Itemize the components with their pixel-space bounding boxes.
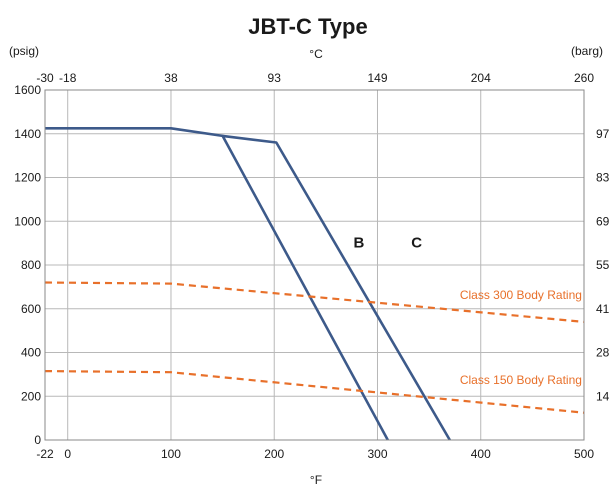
left-axis-unit: (psig) [9, 44, 39, 58]
top-tick-label: 260 [574, 71, 594, 85]
top-tick-label: 149 [367, 71, 387, 85]
top-tick-label: 38 [164, 71, 178, 85]
series-line-class-300-body-rating [44, 281, 585, 323]
x-tick-label: 300 [367, 447, 387, 461]
tick-labels: -22 0 100 200 300 400 500-30 -18 38 93 149 204 26002… [14, 71, 609, 461]
series-label-class-150-body-rating: Class 150 Body Rating [460, 373, 582, 387]
x-tick-label: 100 [161, 447, 181, 461]
bottom-axis-unit: °F [310, 473, 322, 486]
top-tick-label: -18 [59, 71, 77, 85]
x-tick-label: -22 [36, 447, 54, 461]
right-tick-label: 83 [596, 171, 610, 185]
series-lines: B C Class 300 Body Rating Class 150 Body Ra… [44, 127, 585, 441]
series-label-class-300-body-rating: Class 300 Body Rating [460, 288, 582, 302]
y-tick-label: 600 [21, 302, 41, 316]
right-tick-label: 14 [596, 389, 610, 403]
x-tick-label: 400 [471, 447, 491, 461]
top-tick-label: -30 [36, 71, 54, 85]
y-tick-label: 1400 [14, 127, 41, 141]
right-tick-label: 69 [596, 214, 610, 228]
right-tick-label: 55 [596, 258, 610, 272]
y-tick-label: 0 [34, 433, 41, 447]
series-line-c [222, 134, 451, 441]
right-tick-label: 41 [596, 302, 610, 316]
x-tick-label: 500 [574, 447, 594, 461]
x-tick-label: 200 [264, 447, 284, 461]
y-tick-label: 1000 [14, 214, 41, 228]
top-axis-unit: °C [309, 47, 323, 61]
x-tick-label: 0 [64, 447, 71, 461]
right-axis-unit: (barg) [571, 44, 603, 58]
grid [45, 90, 584, 440]
y-tick-label: 1600 [14, 83, 41, 97]
top-tick-label: 204 [471, 71, 491, 85]
series-label-c: C [411, 235, 422, 252]
plot-frame [44, 89, 585, 441]
y-tick-label: 400 [21, 346, 41, 360]
series-line-b [45, 127, 389, 441]
series-label-b: B [353, 235, 364, 252]
right-tick-label: 28 [596, 346, 610, 360]
right-tick-label: 97 [596, 127, 610, 141]
chart-title: JBT-C Type [248, 14, 367, 39]
y-tick-label: 200 [21, 389, 41, 403]
top-tick-label: 93 [268, 71, 282, 85]
y-tick-label: 800 [21, 258, 41, 272]
y-tick-label: 1200 [14, 171, 41, 185]
series-line-class-150-body-rating [44, 370, 585, 414]
